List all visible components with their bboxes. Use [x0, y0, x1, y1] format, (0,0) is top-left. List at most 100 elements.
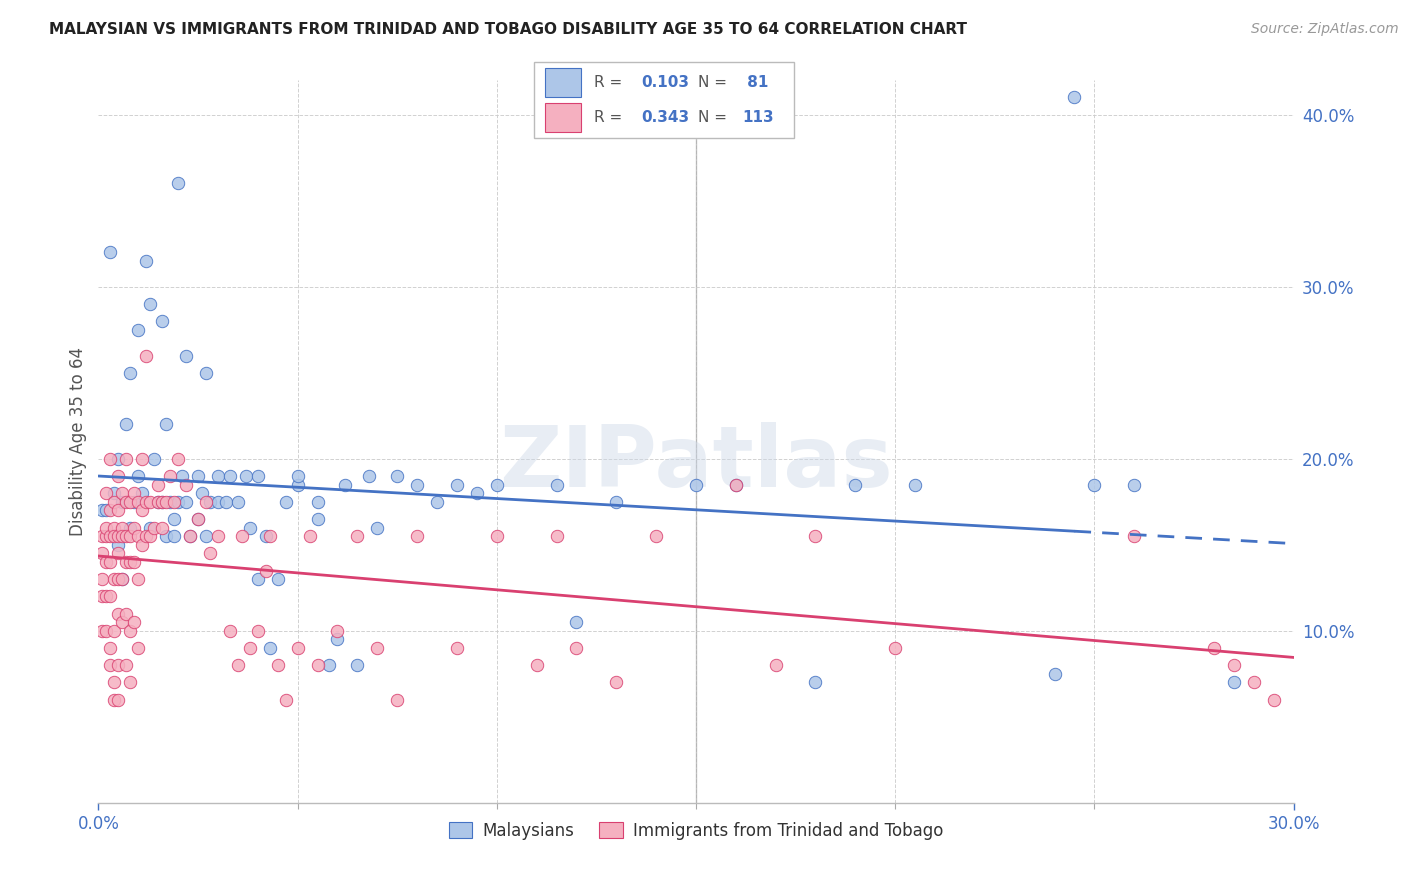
Point	[96, 520, 118, 534]
Point	[174, 477, 197, 491]
Text: 81: 81	[742, 75, 769, 90]
Point	[115, 451, 138, 466]
Point	[1083, 477, 1105, 491]
Point	[174, 494, 197, 508]
Point	[98, 590, 122, 604]
Point	[198, 546, 221, 560]
Point	[485, 529, 508, 543]
Point	[605, 494, 627, 508]
Point	[246, 624, 269, 638]
Point	[187, 512, 209, 526]
Point	[103, 520, 125, 534]
Point	[91, 546, 114, 560]
Point	[366, 520, 388, 534]
Point	[385, 469, 409, 483]
Point	[546, 529, 568, 543]
Point	[1223, 675, 1246, 690]
Point	[131, 451, 153, 466]
Point	[159, 469, 181, 483]
Point	[91, 503, 114, 517]
Point	[103, 494, 125, 508]
Point	[179, 529, 201, 543]
Point	[159, 494, 181, 508]
Point	[103, 675, 125, 690]
Point	[1202, 640, 1225, 655]
Point	[335, 477, 357, 491]
Point	[231, 529, 253, 543]
Point	[298, 529, 321, 543]
Point	[107, 546, 129, 560]
Point	[96, 503, 118, 517]
Point	[485, 477, 508, 491]
Point	[139, 520, 162, 534]
Point	[724, 477, 747, 491]
Point	[111, 572, 134, 586]
Text: N =: N =	[699, 110, 733, 125]
Point	[207, 494, 229, 508]
Point	[254, 564, 277, 578]
Point	[148, 494, 170, 508]
Point	[259, 529, 281, 543]
Point	[326, 624, 349, 638]
Point	[148, 494, 170, 508]
Point	[120, 529, 142, 543]
Point	[98, 555, 122, 569]
Point	[167, 494, 190, 508]
Text: 113: 113	[742, 110, 773, 125]
Point	[96, 486, 118, 500]
Point	[804, 529, 827, 543]
Point	[1223, 658, 1246, 673]
Point	[215, 494, 238, 508]
Point	[150, 314, 173, 328]
Point	[167, 451, 190, 466]
Point	[139, 529, 162, 543]
Point	[124, 520, 146, 534]
Point	[385, 692, 409, 706]
Point	[172, 469, 194, 483]
Point	[465, 486, 488, 500]
Point	[135, 253, 157, 268]
Point	[446, 640, 468, 655]
Point	[103, 572, 125, 586]
Point	[239, 520, 262, 534]
Point	[127, 494, 149, 508]
Point	[287, 640, 309, 655]
Point	[150, 520, 173, 534]
Point	[174, 349, 197, 363]
Point	[1263, 692, 1285, 706]
Point	[187, 469, 209, 483]
Text: Source: ZipAtlas.com: Source: ZipAtlas.com	[1251, 22, 1399, 37]
Text: R =: R =	[595, 110, 627, 125]
Point	[307, 494, 329, 508]
Point	[143, 520, 166, 534]
Point	[96, 624, 118, 638]
Point	[103, 529, 125, 543]
Point	[91, 572, 114, 586]
Point	[107, 658, 129, 673]
Point	[195, 366, 218, 380]
Point	[124, 486, 146, 500]
Point	[195, 529, 218, 543]
Point	[127, 469, 149, 483]
Point	[124, 555, 146, 569]
Point	[135, 529, 157, 543]
Point	[287, 477, 309, 491]
Point	[111, 486, 134, 500]
Point	[1123, 477, 1146, 491]
Point	[91, 590, 114, 604]
Legend: Malaysians, Immigrants from Trinidad and Tobago: Malaysians, Immigrants from Trinidad and…	[443, 815, 949, 847]
Point	[107, 451, 129, 466]
Point	[107, 607, 129, 621]
Point	[111, 529, 134, 543]
Point	[131, 486, 153, 500]
Point	[127, 529, 149, 543]
Point	[163, 529, 186, 543]
Point	[103, 692, 125, 706]
Point	[124, 615, 146, 630]
Point	[546, 477, 568, 491]
Point	[565, 615, 588, 630]
Point	[111, 520, 134, 534]
Point	[155, 529, 177, 543]
Point	[155, 417, 177, 432]
Point	[120, 520, 142, 534]
